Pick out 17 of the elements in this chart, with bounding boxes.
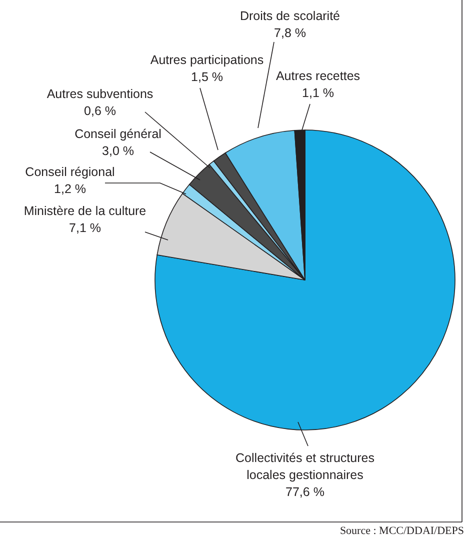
data-label: 7,8 % [274, 26, 306, 40]
data-label: 1,1 % [302, 86, 334, 100]
data-label: 1,5 % [191, 70, 223, 84]
data-label: 0,6 % [84, 104, 116, 118]
data-label: 1,2 % [54, 182, 86, 196]
source-note: Source : MCC/DDAI/DEPS [340, 525, 464, 536]
slice-label: Autres recettes [276, 69, 360, 83]
data-label: 7,1 % [69, 221, 101, 235]
slice-label: Conseil régional [25, 165, 115, 179]
slice-label: Autres subventions [46, 87, 154, 101]
slice-label: Conseil général [74, 127, 162, 141]
slice-label: Ministère de la culture [24, 204, 146, 218]
data-label: 77,6 % [286, 485, 324, 499]
data-label: 3,0 % [102, 144, 134, 158]
slice-label: Collectivités et structures locales gestionnaires [236, 451, 374, 482]
slice-label: Autres participations [150, 53, 264, 67]
slice-label: Droits de scolarité [240, 9, 340, 23]
